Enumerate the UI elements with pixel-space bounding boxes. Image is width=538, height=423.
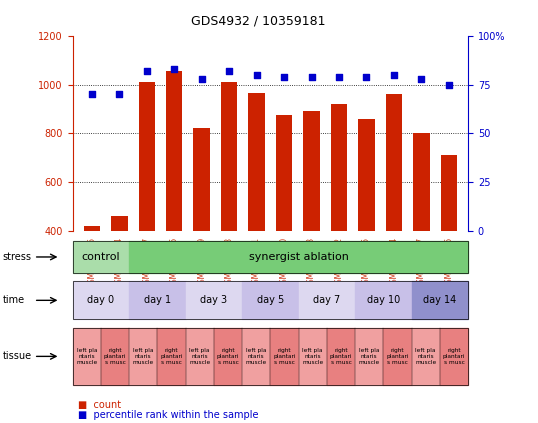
Point — [197, 75, 206, 82]
Text: right
plantari
s musc: right plantari s musc — [330, 348, 352, 365]
Text: right
plantari
s musc: right plantari s musc — [104, 348, 126, 365]
Point — [390, 71, 398, 78]
Point — [362, 74, 371, 80]
Bar — [413, 133, 430, 231]
Text: day 1: day 1 — [144, 295, 171, 305]
Bar — [166, 71, 182, 231]
Text: left pla
ntaris
muscle: left pla ntaris muscle — [359, 348, 380, 365]
Text: right
plantari
s musc: right plantari s musc — [217, 348, 239, 365]
Text: left pla
ntaris
muscle: left pla ntaris muscle — [246, 348, 267, 365]
Bar — [83, 226, 100, 231]
Bar — [358, 118, 374, 231]
Point — [225, 68, 233, 74]
Point — [88, 91, 96, 98]
Text: right
plantari
s musc: right plantari s musc — [160, 348, 183, 365]
Text: day 0: day 0 — [87, 295, 115, 305]
Bar — [386, 94, 402, 231]
Text: left pla
ntaris
muscle: left pla ntaris muscle — [189, 348, 210, 365]
Bar — [441, 155, 457, 231]
Text: day 7: day 7 — [313, 295, 341, 305]
Point — [143, 68, 151, 74]
Point — [335, 74, 343, 80]
Point — [444, 81, 453, 88]
Bar — [194, 129, 210, 231]
Bar — [221, 82, 237, 231]
Text: tissue: tissue — [3, 352, 32, 361]
Text: left pla
ntaris
muscle: left pla ntaris muscle — [76, 348, 97, 365]
Text: left pla
ntaris
muscle: left pla ntaris muscle — [302, 348, 323, 365]
Text: time: time — [3, 295, 25, 305]
Point — [307, 74, 316, 80]
Text: day 14: day 14 — [423, 295, 456, 305]
Text: day 10: day 10 — [367, 295, 400, 305]
Text: right
plantari
s musc: right plantari s musc — [443, 348, 465, 365]
Point — [252, 71, 261, 78]
Point — [170, 66, 179, 72]
Text: right
plantari
s musc: right plantari s musc — [386, 348, 409, 365]
Text: day 5: day 5 — [257, 295, 284, 305]
Text: ■  count: ■ count — [78, 400, 121, 410]
Text: right
plantari
s musc: right plantari s musc — [273, 348, 296, 365]
Text: left pla
ntaris
muscle: left pla ntaris muscle — [133, 348, 154, 365]
Bar — [303, 111, 320, 231]
Text: day 3: day 3 — [200, 295, 228, 305]
Point — [280, 74, 288, 80]
Bar — [111, 216, 128, 231]
Point — [115, 91, 124, 98]
Text: GDS4932 / 10359181: GDS4932 / 10359181 — [191, 15, 325, 28]
Text: stress: stress — [3, 252, 32, 262]
Text: control: control — [82, 252, 120, 262]
Text: left pla
ntaris
muscle: left pla ntaris muscle — [415, 348, 436, 365]
Text: ■  percentile rank within the sample: ■ percentile rank within the sample — [78, 409, 259, 420]
Bar — [331, 104, 347, 231]
Bar — [139, 82, 155, 231]
Point — [417, 75, 426, 82]
Bar — [276, 115, 292, 231]
Bar — [249, 93, 265, 231]
Text: synergist ablation: synergist ablation — [249, 252, 349, 262]
